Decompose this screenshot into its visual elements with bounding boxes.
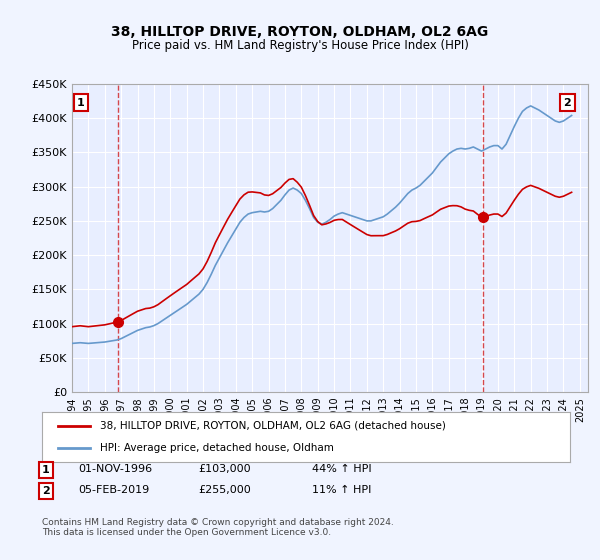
Text: 1: 1 [77, 97, 85, 108]
Text: Price paid vs. HM Land Registry's House Price Index (HPI): Price paid vs. HM Land Registry's House … [131, 39, 469, 52]
Text: £255,000: £255,000 [198, 485, 251, 495]
Text: £103,000: £103,000 [198, 464, 251, 474]
Text: 01-NOV-1996: 01-NOV-1996 [78, 464, 152, 474]
Text: 05-FEB-2019: 05-FEB-2019 [78, 485, 149, 495]
Text: 38, HILLTOP DRIVE, ROYTON, OLDHAM, OL2 6AG: 38, HILLTOP DRIVE, ROYTON, OLDHAM, OL2 6… [112, 25, 488, 39]
Text: 2: 2 [42, 486, 50, 496]
Text: HPI: Average price, detached house, Oldham: HPI: Average price, detached house, Oldh… [100, 443, 334, 453]
Text: 2: 2 [563, 97, 571, 108]
Text: 1: 1 [42, 465, 50, 475]
Text: Contains HM Land Registry data © Crown copyright and database right 2024.
This d: Contains HM Land Registry data © Crown c… [42, 518, 394, 538]
Text: 44% ↑ HPI: 44% ↑ HPI [312, 464, 371, 474]
Text: 11% ↑ HPI: 11% ↑ HPI [312, 485, 371, 495]
Text: 38, HILLTOP DRIVE, ROYTON, OLDHAM, OL2 6AG (detached house): 38, HILLTOP DRIVE, ROYTON, OLDHAM, OL2 6… [100, 421, 446, 431]
